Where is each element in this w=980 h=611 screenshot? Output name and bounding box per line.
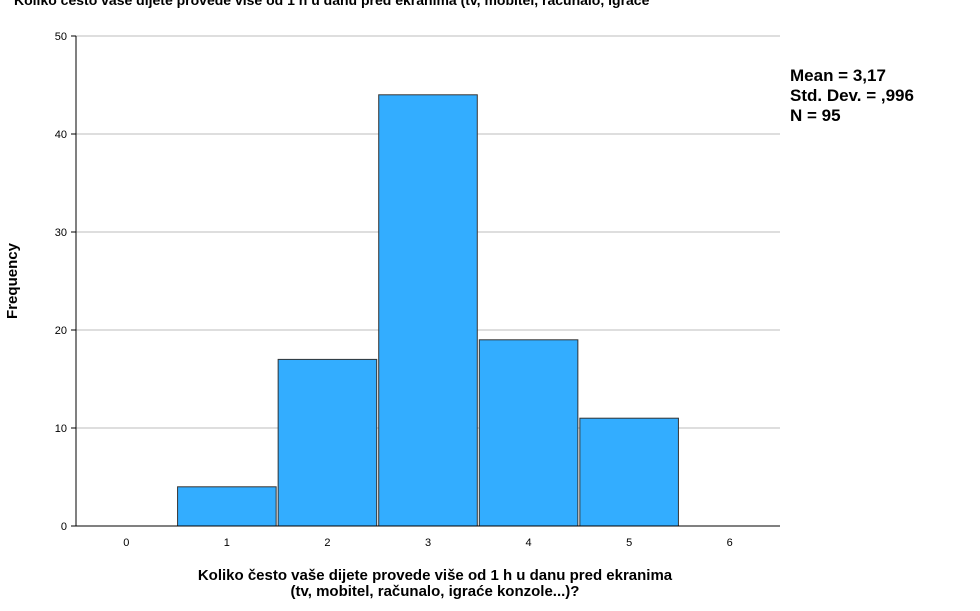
chart-title: Koliko često vaše dijete provede više od… (14, 0, 650, 8)
histogram-bar (177, 486, 277, 527)
y-axis-label: Frequency (4, 243, 21, 319)
y-tick-label: 10 (55, 423, 67, 435)
x-tick-label: 5 (626, 537, 632, 549)
x-tick-label: 1 (224, 537, 230, 549)
histogram-bar (579, 417, 679, 527)
x-tick-label: 4 (526, 537, 532, 549)
stats-n: N = 95 (790, 106, 841, 125)
x-axis-label: Koliko često vaše dijete provede više od… (80, 568, 790, 600)
x-axis-label-line1: Koliko često vaše dijete provede više od… (197, 567, 673, 584)
stats-std-dev: Std. Dev. = ,996 (790, 86, 914, 105)
y-tick-label: 40 (55, 129, 67, 141)
x-tick-label: 0 (123, 537, 129, 549)
histogram-bar (277, 358, 378, 527)
stats-box: Mean = 3,17 Std. Dev. = ,996 N = 95 (790, 66, 914, 126)
x-axis-label-line2: (tv, mobitel, računalo, igraće konzole..… (290, 583, 580, 600)
y-tick-label: 50 (55, 31, 67, 43)
histogram-bar (478, 339, 579, 527)
x-tick-label: 3 (425, 537, 431, 549)
x-tick-label: 2 (324, 537, 330, 549)
y-tick-label: 0 (61, 521, 67, 533)
stats-mean: Mean = 3,17 (790, 66, 886, 85)
y-tick-label: 20 (55, 325, 67, 337)
histogram-bar (378, 94, 478, 527)
y-tick-label: 30 (55, 227, 67, 239)
x-tick-label: 6 (727, 537, 733, 549)
